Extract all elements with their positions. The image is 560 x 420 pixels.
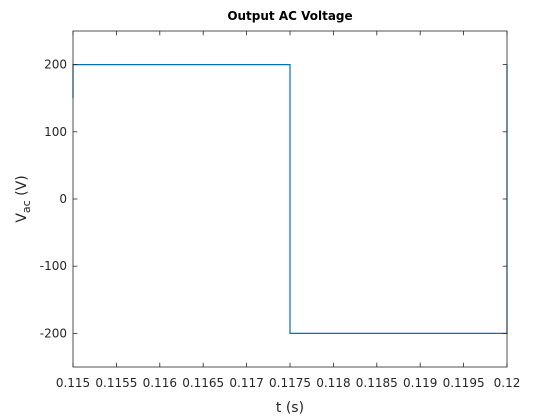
chart-title: Output AC Voltage <box>227 9 352 23</box>
y-axis-label: Vac (V) <box>14 175 33 222</box>
x-tick-label-2: 0.116 <box>143 376 177 390</box>
y-tick-label-1: 100 <box>44 125 67 139</box>
x-tick-label-8: 0.119 <box>403 376 437 390</box>
y-tick-label-4: -200 <box>40 326 67 340</box>
x-tick-label-4: 0.117 <box>229 376 263 390</box>
x-tick-labels: 0.115 0.1155 0.116 0.1165 0.117 0.1175 0.118 0.… <box>56 376 521 390</box>
y-axis-label-unit: (V) <box>14 175 30 200</box>
x-tick-label-5: 0.1175 <box>269 376 311 390</box>
y-tick-label-3: -100 <box>40 259 67 273</box>
x-tick-label-10: 0.12 <box>494 376 521 390</box>
x-tick-label-3: 0.1165 <box>182 376 224 390</box>
x-tick-label-0: 0.115 <box>56 376 90 390</box>
y-tick-label-2: 0 <box>59 192 67 206</box>
y-tick-label-0: 200 <box>44 58 67 72</box>
y-axis-label-main: V <box>14 213 30 223</box>
y-axis-label-subscript: ac <box>20 200 33 213</box>
x-tick-label-1: 0.1155 <box>95 376 137 390</box>
x-tick-label-9: 0.1195 <box>443 376 485 390</box>
x-axis-label: t (s) <box>276 400 304 416</box>
x-tick-label-7: 0.1185 <box>356 376 398 390</box>
y-tick-labels: 200 100 0 -100 -200 <box>40 58 67 341</box>
x-tick-label-6: 0.118 <box>316 376 350 390</box>
axes-box <box>72 30 508 368</box>
